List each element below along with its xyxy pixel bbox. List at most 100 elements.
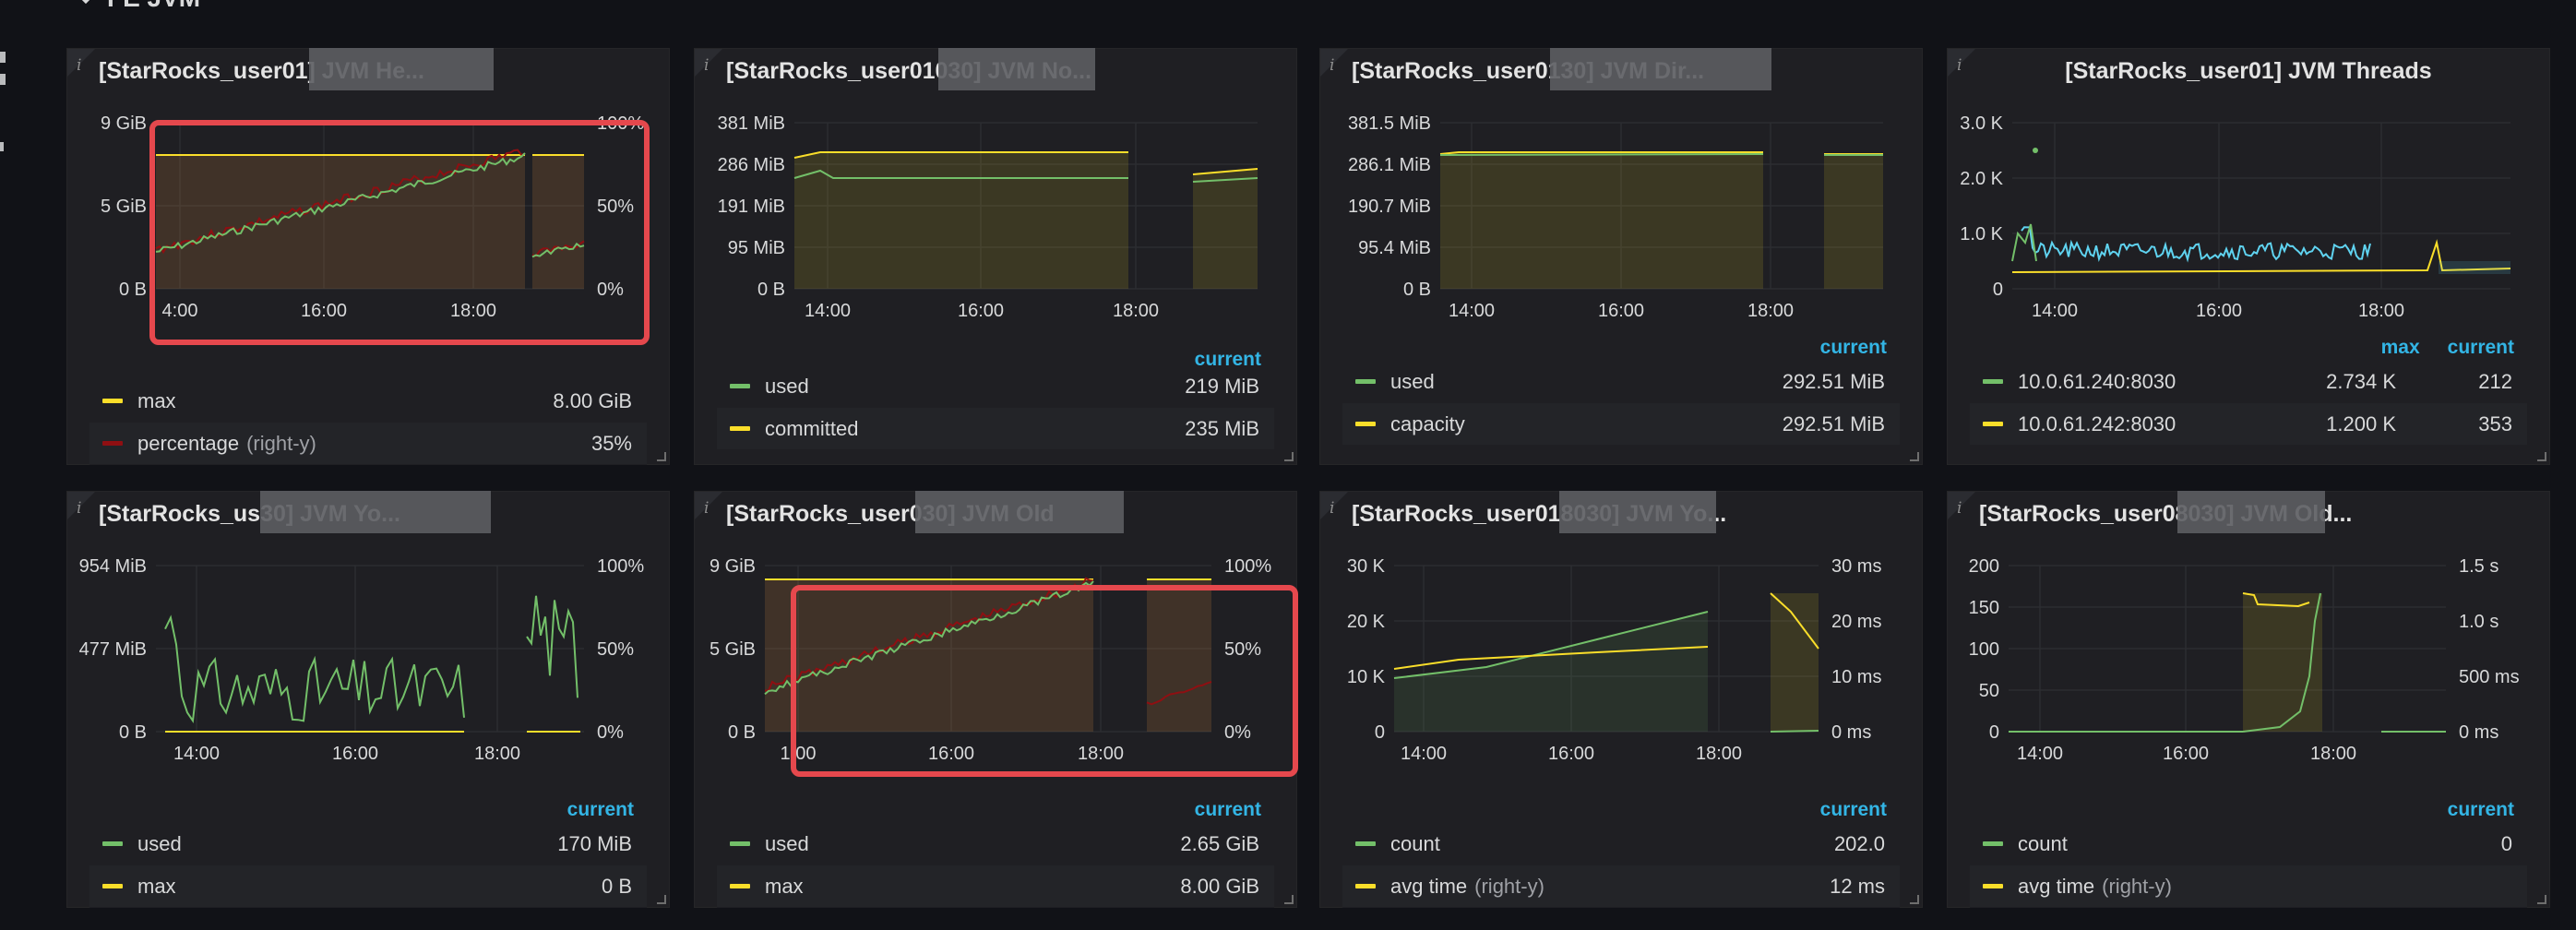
legend-item[interactable]: avg time (right-y)	[1970, 865, 2527, 908]
panel-jvm-non-heap[interactable]: i [StarRocks_user01030] JVM No... 381 MiB 2…	[694, 48, 1297, 465]
chart[interactable]: 954 MiB 477 MiB 0 B 100% 50% 0% 14:00 16:00 18:0…	[67, 547, 671, 769]
legend-item[interactable]: 10.0.61.240:8030 2.734 K 212	[1970, 361, 2527, 403]
legend-swatch	[1355, 884, 1376, 888]
resize-handle[interactable]	[1910, 452, 1919, 461]
y-tick-label: 477 MiB	[79, 639, 147, 660]
legend-header-max[interactable]: max	[2380, 337, 2420, 358]
legend-current-value: 235 MiB	[1185, 416, 1259, 440]
x-tick-label: 18:00	[1747, 301, 1794, 321]
series-capacity-area	[1440, 152, 1763, 289]
panel-jvm-threads[interactable]: i [StarRocks_user01] JVM Threads 3.0 K 2.0 …	[1947, 48, 2550, 465]
series-area	[2439, 261, 2510, 274]
legend-series-label: count	[2018, 831, 2068, 855]
legend-item[interactable]: used 292.51 MiB	[1342, 361, 1900, 403]
series-count-area	[1394, 612, 1708, 732]
series-used	[764, 580, 1094, 696]
legend: current used 292.51 MiB capacity 292.51 MiB	[1342, 337, 1900, 446]
resize-handle[interactable]	[657, 452, 666, 461]
x-tick-label: 14:00	[2017, 744, 2063, 764]
resize-handle[interactable]	[2537, 452, 2546, 461]
chart[interactable]: 200 150 100 50 0 1.5 s 1.0 s 500 ms 0 ms 14:00 16:…	[1948, 547, 2551, 769]
legend-item[interactable]: capacity 292.51 MiB	[1342, 403, 1900, 446]
legend-swatch	[102, 884, 123, 888]
info-icon[interactable]: i	[77, 56, 82, 75]
panel-jvm-direct-buffer[interactable]: i [StarRocks_user0130] JVM Dir... 381.5 Mi…	[1319, 48, 1923, 465]
panel-corner	[695, 492, 722, 519]
panel-corner	[695, 49, 722, 77]
legend-header-current[interactable]: current	[2447, 337, 2514, 358]
y-right-tick-label: 500 ms	[2459, 667, 2520, 687]
legend-item[interactable]: used 219 MiB	[717, 365, 1274, 408]
legend-item[interactable]: avg time (right-y) 12 ms	[1342, 865, 1900, 908]
chart[interactable]: 9 GiB 5 GiB 0 B 100% 50% 0% 1:00 16:00 18:00	[695, 547, 1298, 769]
legend-swatch	[1983, 422, 2003, 426]
legend-series-name: percentage (right-y)	[137, 432, 494, 456]
chart[interactable]: 381 MiB 286 MiB 191 MiB 95 MiB 0 B 14:00 16:00…	[695, 104, 1298, 326]
resize-handle[interactable]	[2537, 895, 2546, 904]
series-area	[156, 155, 525, 289]
y-right-tick-label: 20 ms	[1831, 612, 1881, 632]
info-icon[interactable]: i	[704, 499, 710, 518]
legend-series-name: count	[1390, 832, 1747, 856]
legend-item[interactable]: used 170 MiB	[89, 823, 647, 865]
legend-item[interactable]: max 0 B	[89, 865, 647, 908]
x-tick-label: 14:00	[1449, 301, 1495, 321]
y-tick-label: 9 GiB	[101, 113, 147, 134]
legend-header-current[interactable]: current	[1194, 349, 1261, 365]
legend-series-label: max	[137, 874, 176, 898]
legend-item[interactable]: committed 235 MiB	[717, 408, 1274, 450]
chart[interactable]: 3.0 K 2.0 K 1.0 K 0 14:00 16:00 18:00	[1948, 104, 2551, 326]
y-tick-label: 381 MiB	[718, 113, 785, 134]
legend-current-value: 212	[2478, 369, 2512, 393]
legend-item[interactable]: count 0	[1970, 823, 2527, 865]
y-tick-label: 5 GiB	[101, 197, 147, 217]
legend-item[interactable]: count 202.0	[1342, 823, 1900, 865]
chart[interactable]: 30 K 20 K 10 K 0 30 ms 20 ms 10 ms 0 ms 14:00 16:…	[1320, 547, 1924, 769]
legend-current-value: 170 MiB	[557, 831, 632, 855]
series-used	[164, 614, 465, 724]
y-right-tick-label: 100%	[1224, 556, 1271, 577]
info-icon[interactable]: i	[1957, 499, 1962, 518]
x-tick-label: 18:00	[1113, 301, 1159, 321]
panel-jvm-young-size[interactable]: i [StarRocks_us30] JVM Yo... 954 MiB 477 Mi…	[66, 491, 670, 908]
panel-jvm-young-gc[interactable]: i [StarRocks_user018030] JVM Yo... 30 K 20 …	[1319, 491, 1923, 908]
legend-current-value: 8.00 GiB	[553, 388, 632, 412]
info-icon[interactable]: i	[77, 499, 82, 518]
legend-header-current[interactable]: current	[1194, 799, 1261, 820]
series-avg-time	[1393, 646, 1709, 670]
info-icon[interactable]: i	[704, 56, 710, 75]
legend-header-current[interactable]: current	[1819, 337, 1887, 358]
y-tick-label: 2.0 K	[1960, 169, 2003, 189]
legend-item[interactable]: used 2.65 GiB	[717, 823, 1274, 865]
info-icon[interactable]: i	[1330, 56, 1335, 75]
info-icon[interactable]: i	[1330, 499, 1335, 518]
panel-jvm-old-gc[interactable]: i [StarRocks_user08030] JVM Old... 200 150 1…	[1947, 491, 2550, 908]
legend-current-value: 353	[2478, 411, 2512, 435]
info-icon[interactable]: i	[1957, 56, 1962, 75]
legend-item[interactable]: percentage (right-y) 35%	[89, 423, 647, 465]
resize-handle[interactable]	[657, 895, 666, 904]
chevron-down-icon[interactable]	[74, 0, 98, 10]
x-tick-label: 16:00	[332, 744, 378, 764]
legend-item[interactable]: max 8.00 GiB	[89, 380, 647, 423]
legend-series-label: used	[1390, 369, 1435, 393]
resize-handle[interactable]	[1284, 895, 1294, 904]
legend-header-current[interactable]: current	[2447, 799, 2514, 820]
legend-item[interactable]: max 8.00 GiB	[717, 865, 1274, 908]
legend-header-current[interactable]: current	[566, 799, 634, 820]
series-used	[155, 152, 526, 253]
legend-item[interactable]: 10.0.61.242:8030 1.200 K 353	[1970, 403, 2527, 446]
legend-header-current[interactable]: current	[1819, 799, 1887, 820]
legend-series-name: capacity	[1390, 412, 1747, 436]
legend-series-name: avg time (right-y)	[1390, 875, 1747, 899]
panel-jvm-heap[interactable]: i [StarRocks_user01] JVM He... 9 GiB 5 GiB 0…	[66, 48, 670, 465]
resize-handle[interactable]	[1910, 895, 1919, 904]
panel-title[interactable]: [StarRocks_user01] JVM Threads	[2065, 58, 2432, 84]
row-header[interactable]: FE JVM	[74, 0, 200, 17]
resize-handle[interactable]	[1284, 452, 1294, 461]
chart[interactable]: 381.5 MiB 286.1 MiB 190.7 MiB 95.4 MiB 0 B 14…	[1320, 104, 1924, 326]
y-right-tick-label: 0%	[597, 280, 624, 300]
y-right-tick-label: 10 ms	[1831, 667, 1881, 687]
x-tick-label: 16:00	[958, 301, 1004, 321]
